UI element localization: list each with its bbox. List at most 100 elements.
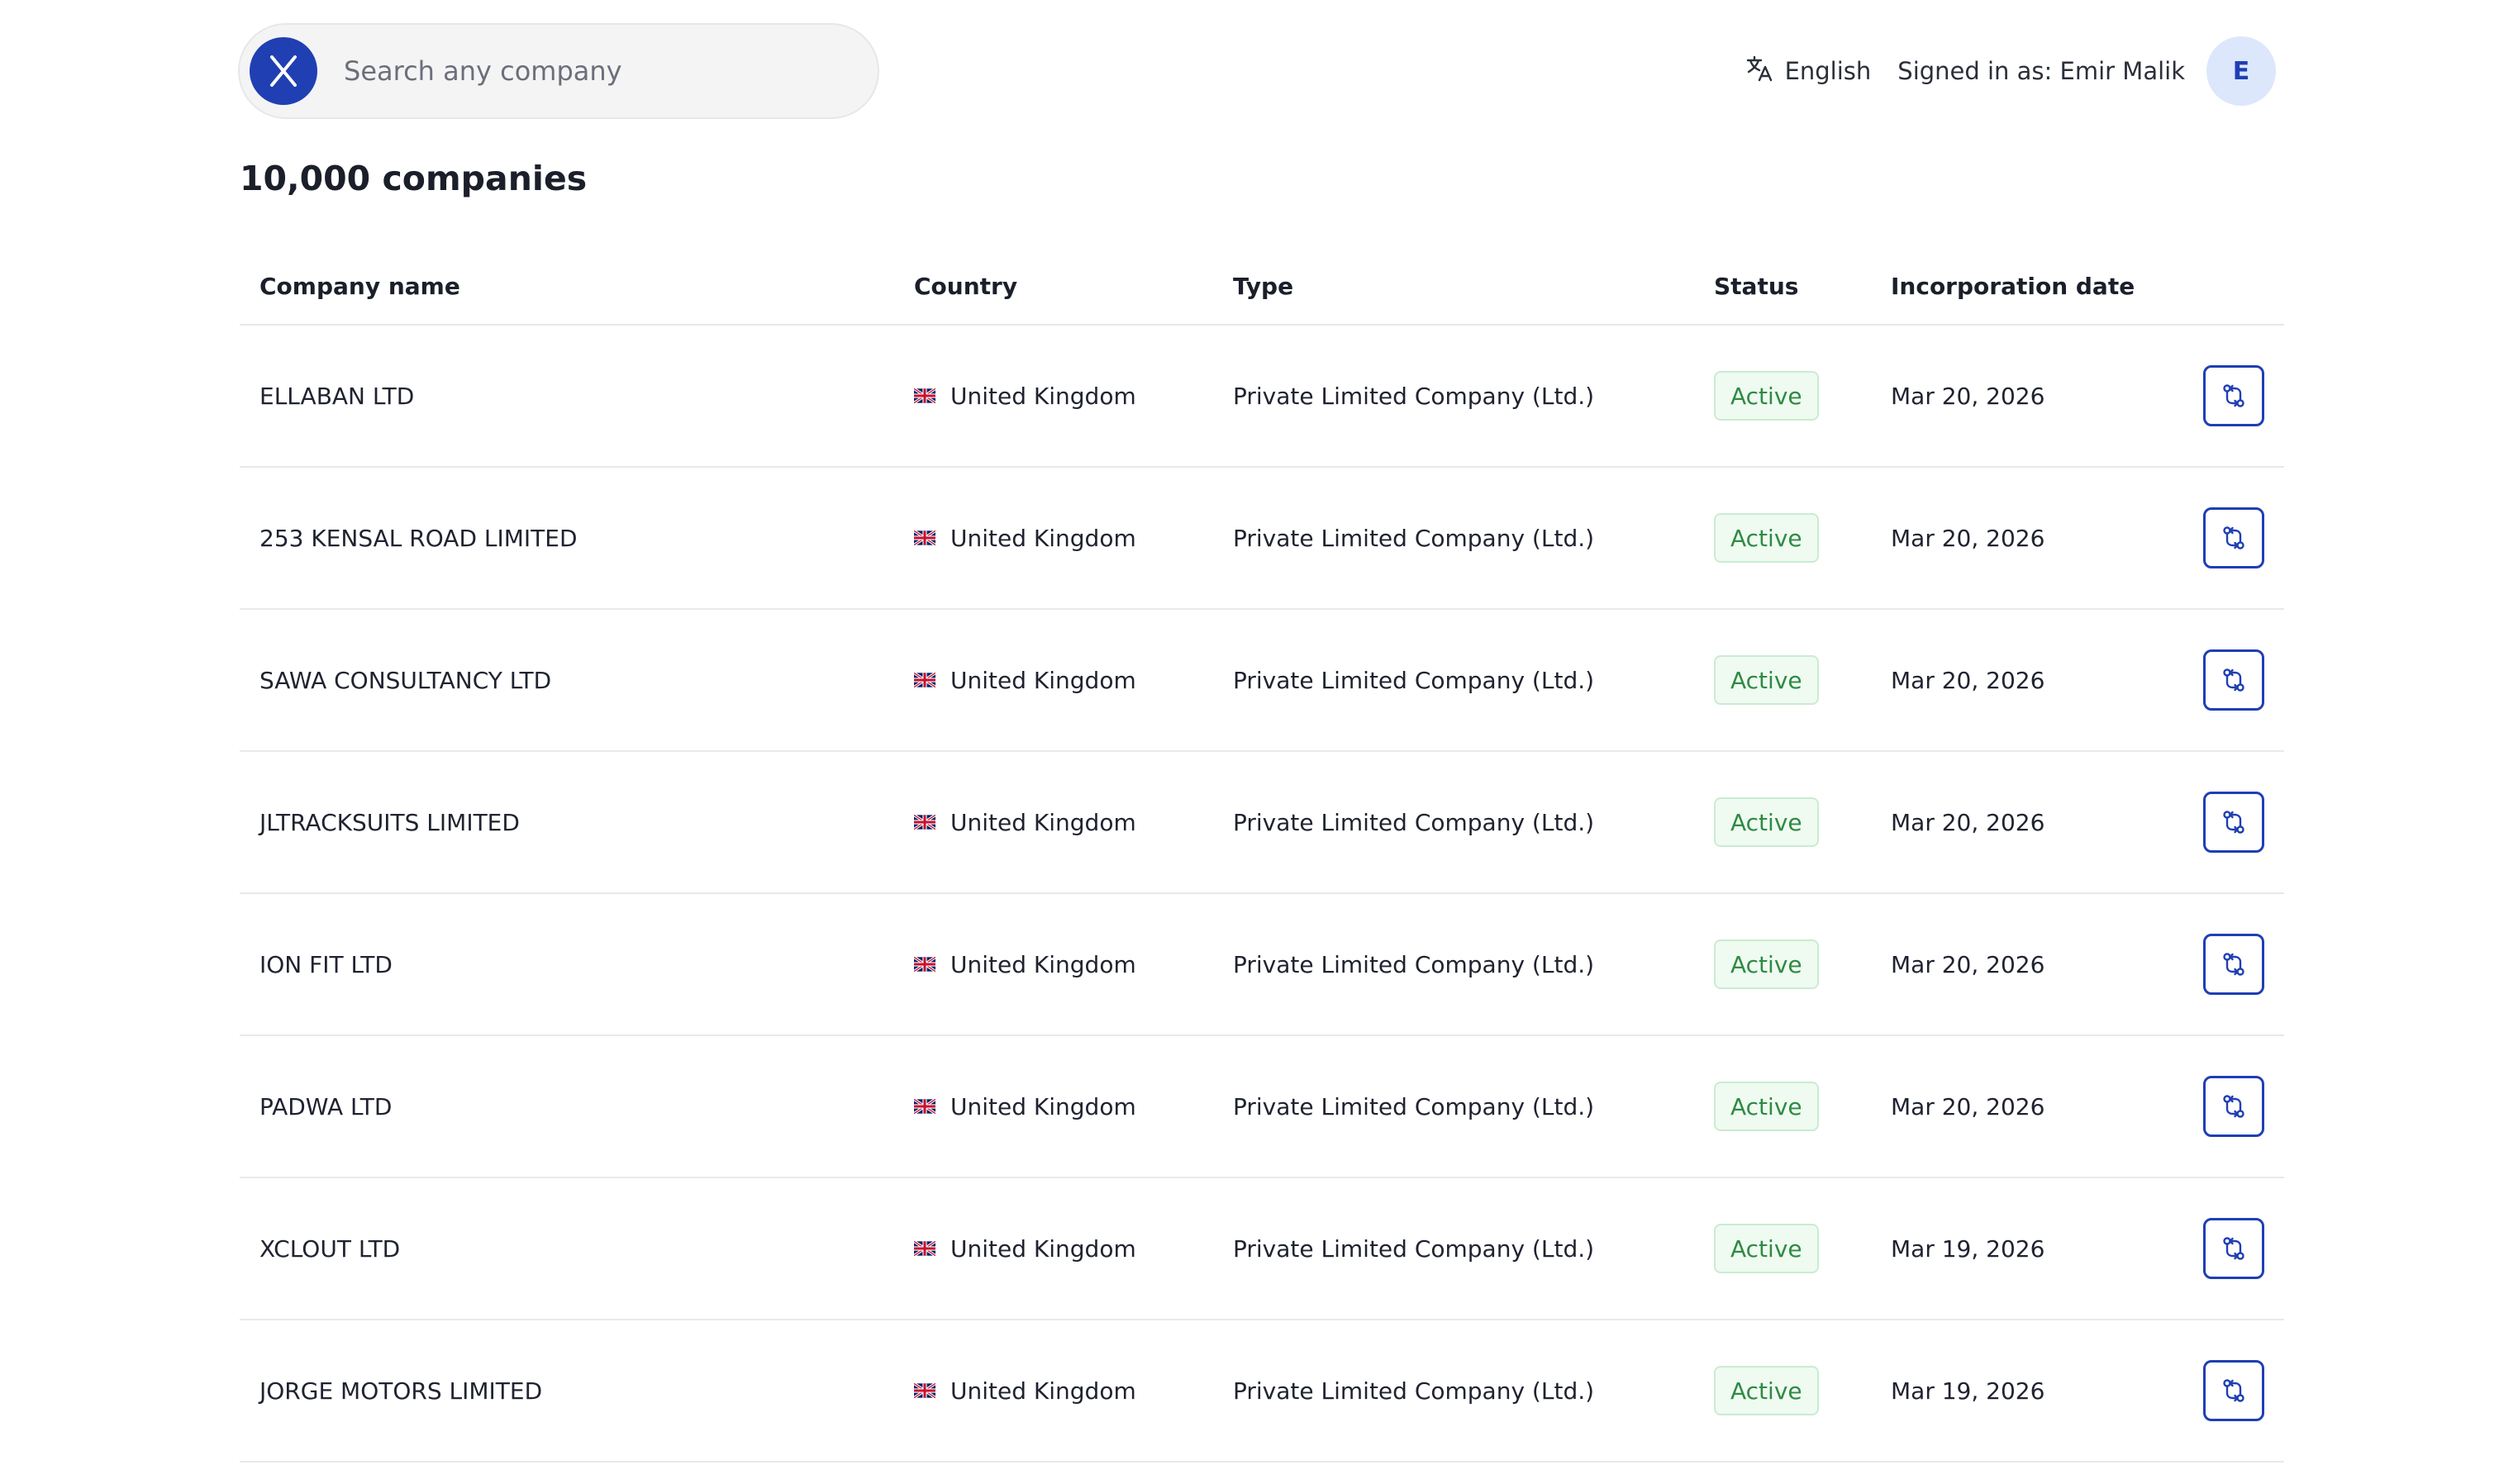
compare-button[interactable] xyxy=(2203,507,2264,568)
language-label: English xyxy=(1784,57,1872,85)
status-badge: Active xyxy=(1714,1082,1819,1131)
country-cell: United Kingdom xyxy=(914,752,1136,892)
language-selector[interactable]: English xyxy=(1745,55,1872,88)
company-name[interactable]: 253 KENSAL ROAD LIMITED xyxy=(259,524,578,552)
status-badge: Active xyxy=(1714,655,1819,705)
action-cell xyxy=(2203,610,2264,750)
header-country[interactable]: Country xyxy=(914,272,1018,300)
compare-arrows-icon xyxy=(2223,953,2244,976)
country-name: United Kingdom xyxy=(950,1234,1136,1263)
status-cell: Active xyxy=(1714,326,1819,466)
header-incorporation-date[interactable]: Incorporation date xyxy=(1891,272,2135,300)
compare-button[interactable] xyxy=(2203,1218,2264,1279)
incorporation-date: Mar 20, 2026 xyxy=(1891,950,2045,978)
compare-arrows-icon xyxy=(2223,384,2244,407)
country-cell: United Kingdom xyxy=(914,1320,1136,1461)
search-bar[interactable] xyxy=(238,23,879,119)
compare-arrows-icon xyxy=(2223,1379,2244,1402)
table-row[interactable]: ION FIT LTD United Kingdom Private Limit… xyxy=(240,894,2284,1036)
compare-button[interactable] xyxy=(2203,934,2264,995)
incorporation-date: Mar 20, 2026 xyxy=(1891,1092,2045,1120)
country-cell: United Kingdom xyxy=(914,326,1136,466)
company-name[interactable]: JLTRACKSUITS LIMITED xyxy=(259,808,520,836)
page-title: 10,000 companies xyxy=(240,159,588,198)
country-cell: United Kingdom xyxy=(914,1036,1136,1177)
compare-button[interactable] xyxy=(2203,365,2264,426)
incorporation-date: Mar 19, 2026 xyxy=(1891,1234,2045,1263)
signed-in-text: Signed in as: Emir Malik xyxy=(1897,57,2185,85)
header-user-area: English Signed in as: Emir Malik E xyxy=(1745,36,2276,106)
company-name[interactable]: ION FIT LTD xyxy=(259,950,393,978)
compare-arrows-icon xyxy=(2223,668,2244,692)
compare-button[interactable] xyxy=(2203,1076,2264,1137)
uk-flag-icon xyxy=(914,1241,935,1256)
avatar[interactable]: E xyxy=(2206,36,2276,106)
compare-button[interactable] xyxy=(2203,792,2264,853)
action-cell xyxy=(2203,1178,2264,1319)
table-row[interactable]: JORGE MOTORS LIMITED United Kingdom Priv… xyxy=(240,1320,2284,1463)
table-row[interactable]: PADWA LTD United Kingdom Private Limited… xyxy=(240,1036,2284,1178)
incorporation-date: Mar 20, 2026 xyxy=(1891,666,2045,694)
company-type: Private Limited Company (Ltd.) xyxy=(1233,666,1595,694)
country-name: United Kingdom xyxy=(950,382,1136,410)
header-type[interactable]: Type xyxy=(1233,272,1294,300)
company-type: Private Limited Company (Ltd.) xyxy=(1233,1377,1595,1405)
company-type: Private Limited Company (Ltd.) xyxy=(1233,524,1595,552)
action-cell xyxy=(2203,468,2264,608)
compare-arrows-icon xyxy=(2223,1095,2244,1118)
status-badge: Active xyxy=(1714,513,1819,563)
uk-flag-icon xyxy=(914,1383,935,1398)
country-cell: United Kingdom xyxy=(914,468,1136,608)
company-type: Private Limited Company (Ltd.) xyxy=(1233,382,1595,410)
action-cell xyxy=(2203,1320,2264,1461)
status-badge: Active xyxy=(1714,1224,1819,1273)
x-logo-icon[interactable] xyxy=(250,37,317,105)
action-cell xyxy=(2203,1036,2264,1177)
compare-button[interactable] xyxy=(2203,649,2264,711)
country-name: United Kingdom xyxy=(950,950,1136,978)
status-cell: Active xyxy=(1714,1036,1819,1177)
status-cell: Active xyxy=(1714,468,1819,608)
incorporation-date: Mar 20, 2026 xyxy=(1891,808,2045,836)
compare-arrows-icon xyxy=(2223,526,2244,549)
header-company-name[interactable]: Company name xyxy=(259,272,460,300)
country-cell: United Kingdom xyxy=(914,894,1136,1035)
country-name: United Kingdom xyxy=(950,808,1136,836)
company-name[interactable]: PADWA LTD xyxy=(259,1092,393,1120)
country-name: United Kingdom xyxy=(950,666,1136,694)
country-name: United Kingdom xyxy=(950,524,1136,552)
header-status[interactable]: Status xyxy=(1714,272,1799,300)
table-row[interactable]: JLTRACKSUITS LIMITED United Kingdom Priv… xyxy=(240,752,2284,894)
company-name[interactable]: ELLABAN LTD xyxy=(259,382,415,410)
status-cell: Active xyxy=(1714,894,1819,1035)
uk-flag-icon xyxy=(914,673,935,687)
table-row[interactable]: ELLABAN LTD United Kingdom Private Limit… xyxy=(240,326,2284,468)
company-type: Private Limited Company (Ltd.) xyxy=(1233,1092,1595,1120)
status-badge: Active xyxy=(1714,939,1819,989)
table-row[interactable]: 253 KENSAL ROAD LIMITED United Kingdom P… xyxy=(240,468,2284,610)
company-name[interactable]: XCLOUT LTD xyxy=(259,1234,401,1263)
uk-flag-icon xyxy=(914,957,935,972)
country-cell: United Kingdom xyxy=(914,1178,1136,1319)
compare-arrows-icon xyxy=(2223,1237,2244,1260)
company-type: Private Limited Company (Ltd.) xyxy=(1233,950,1595,978)
search-input[interactable] xyxy=(344,38,840,104)
action-cell xyxy=(2203,894,2264,1035)
incorporation-date: Mar 19, 2026 xyxy=(1891,1377,2045,1405)
uk-flag-icon xyxy=(914,530,935,545)
company-name[interactable]: SAWA CONSULTANCY LTD xyxy=(259,666,552,694)
uk-flag-icon xyxy=(914,815,935,830)
status-badge: Active xyxy=(1714,1366,1819,1415)
country-cell: United Kingdom xyxy=(914,610,1136,750)
uk-flag-icon xyxy=(914,388,935,403)
company-name[interactable]: JORGE MOTORS LIMITED xyxy=(259,1377,543,1405)
country-name: United Kingdom xyxy=(950,1092,1136,1120)
table-row[interactable]: XCLOUT LTD United Kingdom Private Limite… xyxy=(240,1178,2284,1320)
table-row[interactable]: SAWA CONSULTANCY LTD United Kingdom Priv… xyxy=(240,610,2284,752)
translate-icon xyxy=(1745,55,1773,88)
compare-button[interactable] xyxy=(2203,1360,2264,1421)
status-cell: Active xyxy=(1714,1178,1819,1319)
incorporation-date: Mar 20, 2026 xyxy=(1891,524,2045,552)
company-type: Private Limited Company (Ltd.) xyxy=(1233,808,1595,836)
